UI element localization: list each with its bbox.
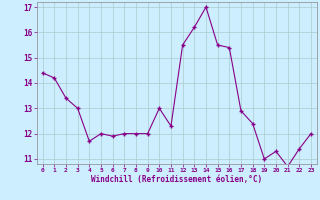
X-axis label: Windchill (Refroidissement éolien,°C): Windchill (Refroidissement éolien,°C)	[91, 175, 262, 184]
